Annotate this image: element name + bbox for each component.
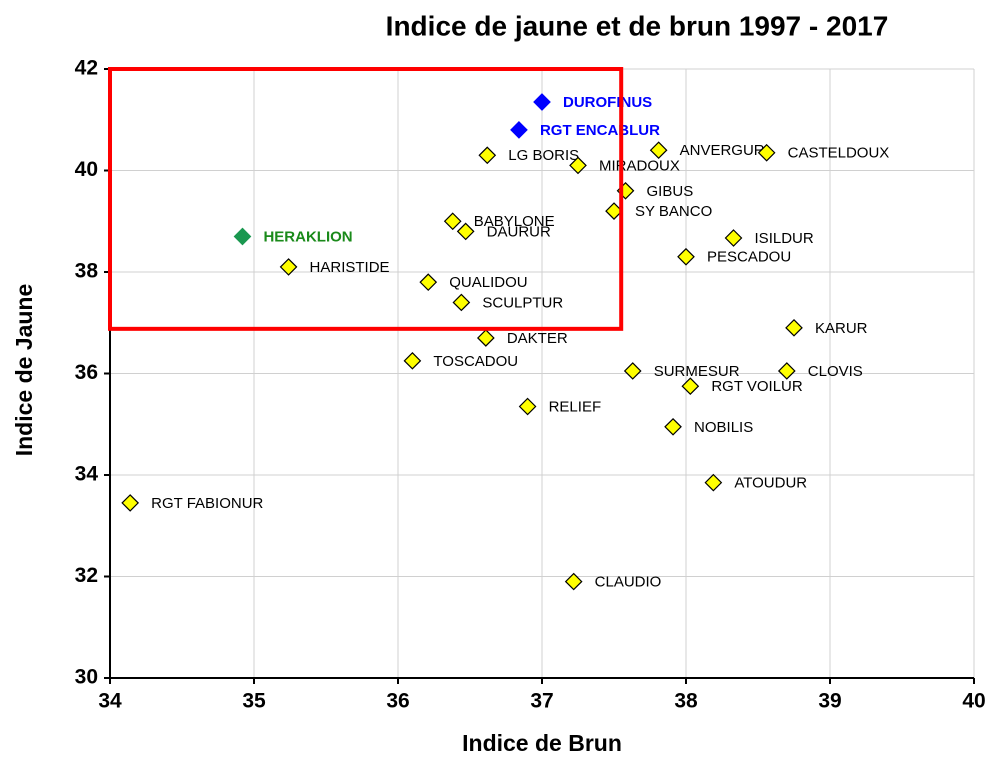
point-label: DAKTER <box>507 330 568 347</box>
x-axis-label: Indice de Brun <box>462 730 622 756</box>
point <box>443 212 462 231</box>
point <box>419 273 438 291</box>
x-tick-label: 34 <box>98 690 122 713</box>
point <box>681 377 700 396</box>
y-tick-label: 38 <box>75 260 99 283</box>
point <box>233 227 252 246</box>
point-label: MIRADOUX <box>599 157 680 174</box>
chart-title: Indice de jaune et de brun 1997 - 2017 <box>386 10 889 41</box>
point-label: SY BANCO <box>635 203 712 220</box>
point <box>649 141 668 160</box>
point-label: TOSCADOU <box>433 353 518 370</box>
point <box>564 572 583 591</box>
highlight-box <box>108 67 624 331</box>
point-label: DAURUR <box>487 223 551 240</box>
point <box>403 351 422 370</box>
point-label: ATOUDUR <box>734 475 807 492</box>
point-label: LG BORIS <box>508 147 579 164</box>
point <box>478 146 497 165</box>
point-label: RGT VOILUR <box>711 378 803 395</box>
point-label: CLAUDIO <box>595 574 662 591</box>
point <box>476 329 495 347</box>
y-tick-label: 40 <box>75 158 98 181</box>
y-axis-label: Indice de Jaune <box>11 284 37 457</box>
point-label: ISILDUR <box>755 230 814 247</box>
point <box>456 222 475 241</box>
x-tick-label: 40 <box>962 690 985 713</box>
y-tick-label: 36 <box>75 361 98 384</box>
x-tick-label: 35 <box>242 690 266 713</box>
y-tick-label: 42 <box>75 57 98 80</box>
point <box>757 143 776 162</box>
point-label: RELIEF <box>549 398 602 415</box>
x-tick-label: 38 <box>674 690 698 713</box>
point-label: DUROFINUS <box>563 94 652 111</box>
point <box>785 318 803 337</box>
point <box>777 362 796 380</box>
x-tick-label: 39 <box>818 690 841 713</box>
y-tick-label: 30 <box>75 666 98 689</box>
point-label: SCULPTUR <box>482 294 563 311</box>
point-label: QUALIDOU <box>449 274 527 291</box>
point-label: HERAKLION <box>263 228 352 245</box>
x-tick-label: 37 <box>530 690 553 713</box>
point-label: BABYLONE <box>474 213 555 230</box>
point <box>664 417 682 436</box>
point-label: ANVERGUR <box>680 142 765 159</box>
point-label: NOBILIS <box>694 419 753 436</box>
y-tick-label: 34 <box>75 463 99 486</box>
point <box>724 229 743 247</box>
point <box>510 121 528 139</box>
point-label: RGT ENCABLUR <box>540 122 660 139</box>
x-tick-label: 36 <box>386 690 409 713</box>
point-label: HARISTIDE <box>310 259 390 276</box>
point-label: SURMESUR <box>654 363 740 380</box>
point-label: KARUR <box>815 320 868 337</box>
point <box>518 397 537 416</box>
y-tick-label: 32 <box>75 564 98 587</box>
point <box>279 258 298 276</box>
point <box>533 93 551 111</box>
point-label: PESCADOU <box>707 249 791 266</box>
point-label: CLOVIS <box>808 363 863 380</box>
point-label: RGT FABIONUR <box>151 495 263 512</box>
point <box>569 156 587 175</box>
point <box>623 362 642 380</box>
point-label: CASTELDOUX <box>788 145 890 162</box>
point <box>452 293 471 312</box>
point-label: GIBUS <box>647 183 694 200</box>
point <box>704 473 723 492</box>
point <box>121 494 140 512</box>
point <box>677 247 695 266</box>
